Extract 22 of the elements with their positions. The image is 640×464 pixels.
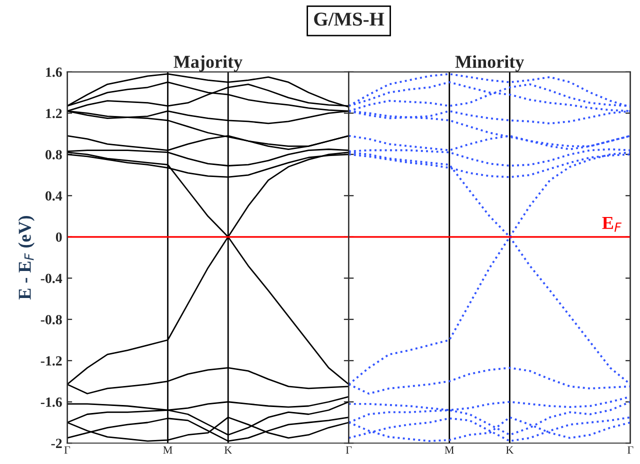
x-tick-label: K [224, 446, 232, 454]
y-axis-title: E - E$_{F}$ (eV) [18, 216, 35, 300]
y-tick-label: -2 [51, 438, 62, 448]
y-tick-label: 1.2 [46, 108, 62, 118]
chart-subtitle: Minority [455, 55, 524, 72]
x-tick-label: Γ [628, 446, 634, 454]
x-tick-label: Γ [64, 446, 70, 454]
y-tick-label: -0.8 [40, 314, 62, 324]
y-tick-label: -1.2 [40, 356, 62, 366]
y-tick-label: 0.8 [46, 150, 62, 160]
x-tick-label: Γ [346, 446, 352, 454]
y-tick-label: -1.6 [40, 397, 62, 407]
ref-line-label: E$_{F}$ [602, 217, 622, 232]
y-tick-label: -0.4 [40, 274, 62, 284]
y-tick-label: 0.4 [46, 191, 62, 201]
x-tick-label: K [506, 446, 514, 454]
y-tick-label: 1.6 [46, 68, 62, 77]
y-tick-label: 0 [56, 232, 62, 242]
x-tick-label: M [163, 446, 172, 454]
chart-subtitle: Majority [174, 55, 242, 72]
x-tick-label: M [444, 446, 454, 454]
chart-title: G/MS-H [314, 12, 384, 26]
